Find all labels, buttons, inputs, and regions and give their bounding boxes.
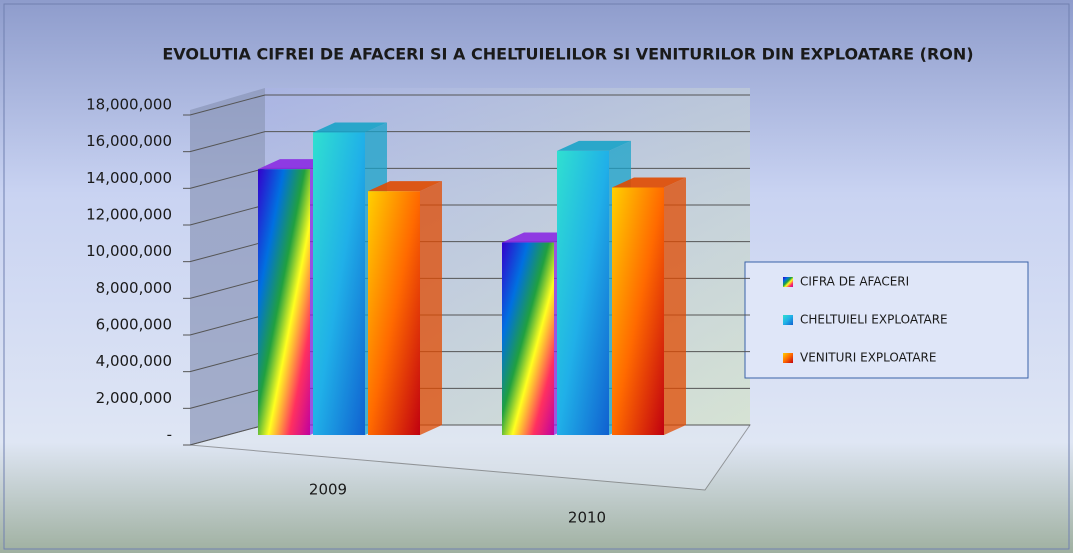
y-tick-label: 18,000,000 (86, 96, 172, 114)
bar-top (612, 177, 686, 188)
bar-top (557, 140, 631, 151)
legend-label: CIFRA DE AFACERI (800, 275, 909, 289)
bar (612, 187, 664, 435)
legend-label: CHELTUIELI EXPLOATARE (800, 313, 948, 327)
grid-line (189, 94, 750, 116)
legend-key (783, 277, 793, 287)
y-tick-label: 6,000,000 (96, 316, 172, 334)
bar-side (420, 181, 442, 435)
y-tick-label: - (167, 426, 172, 444)
y-tick-label: 2,000,000 (96, 389, 172, 407)
y-tick-label: 10,000,000 (86, 242, 172, 260)
bar (557, 150, 609, 436)
legend-key (783, 315, 793, 325)
y-tick-label: 16,000,000 (86, 132, 172, 150)
legend-label: VENITURI EXPLOATARE (800, 351, 936, 365)
legend-key (783, 353, 793, 363)
side-wall (190, 88, 265, 445)
y-tick-label: 8,000,000 (96, 279, 172, 297)
bar (258, 169, 310, 435)
chart-title: EVOLUTIA CIFREI DE AFACERI SI A CHELTUIE… (162, 45, 973, 64)
frame (3, 3, 1070, 550)
bar-side (664, 177, 686, 435)
y-tick-label: 4,000,000 (96, 352, 172, 370)
bar (313, 132, 365, 435)
bar-top (368, 181, 442, 192)
bar-top (313, 122, 387, 133)
grid-line (189, 131, 750, 153)
x-tick-label: 2009 (309, 481, 347, 499)
bar (368, 191, 420, 435)
x-tick-label: 2010 (568, 509, 606, 527)
y-tick-label: 14,000,000 (86, 169, 172, 187)
y-tick-label: 12,000,000 (86, 206, 172, 224)
bar (502, 242, 554, 435)
